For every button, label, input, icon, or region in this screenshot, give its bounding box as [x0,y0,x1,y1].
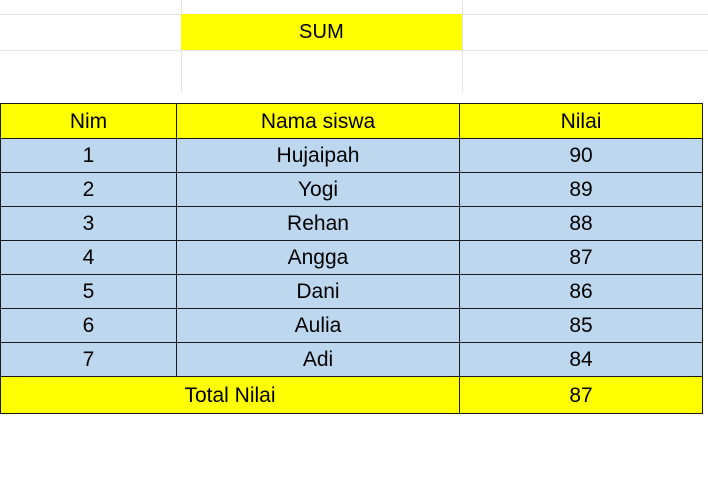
cell-nama[interactable]: Hujaipah [176,138,460,173]
cell-nim[interactable]: 2 [0,172,177,207]
table-row: 4 Angga 87 [0,240,703,275]
table-row: 6 Aulia 85 [0,308,703,343]
header-nama-siswa[interactable]: Nama siswa [176,103,460,139]
total-value-cell[interactable]: 87 [459,376,703,414]
cell-nim[interactable]: 7 [0,342,177,377]
student-scores-table: Nim Nama siswa Nilai 1 Hujaipah 90 2 Yog… [0,103,703,414]
table-header-row: Nim Nama siswa Nilai [0,103,703,139]
cell-nilai[interactable]: 89 [459,172,703,207]
cell-nama[interactable]: Angga [176,240,460,275]
cell-nama[interactable]: Dani [176,274,460,309]
table-row: 3 Rehan 88 [0,206,703,241]
cell-nim[interactable]: 3 [0,206,177,241]
header-nilai[interactable]: Nilai [459,103,703,139]
cell-nim[interactable]: 4 [0,240,177,275]
total-label-cell[interactable]: Total Nilai [0,376,460,414]
cell-nim[interactable]: 1 [0,138,177,173]
spreadsheet-top-area: SUM [0,0,708,92]
table-row: 7 Adi 84 [0,342,703,377]
cell-nilai[interactable]: 90 [459,138,703,173]
header-nim[interactable]: Nim [0,103,177,139]
cell-nilai[interactable]: 85 [459,308,703,343]
table-row: 1 Hujaipah 90 [0,138,703,173]
cell-nama[interactable]: Aulia [176,308,460,343]
cell-nilai[interactable]: 88 [459,206,703,241]
cell-nama[interactable]: Adi [176,342,460,377]
cell-nilai[interactable]: 87 [459,240,703,275]
cell-nilai[interactable]: 84 [459,342,703,377]
gridline [462,0,463,92]
total-row: Total Nilai 87 [0,376,703,414]
table-row: 2 Yogi 89 [0,172,703,207]
sum-cell[interactable]: SUM [181,14,462,50]
table-row: 5 Dani 86 [0,274,703,309]
cell-nilai[interactable]: 86 [459,274,703,309]
cell-nama[interactable]: Yogi [176,172,460,207]
cell-nama[interactable]: Rehan [176,206,460,241]
sum-label: SUM [298,20,345,43]
cell-nim[interactable]: 5 [0,274,177,309]
gridline [0,50,708,51]
cell-nim[interactable]: 6 [0,308,177,343]
